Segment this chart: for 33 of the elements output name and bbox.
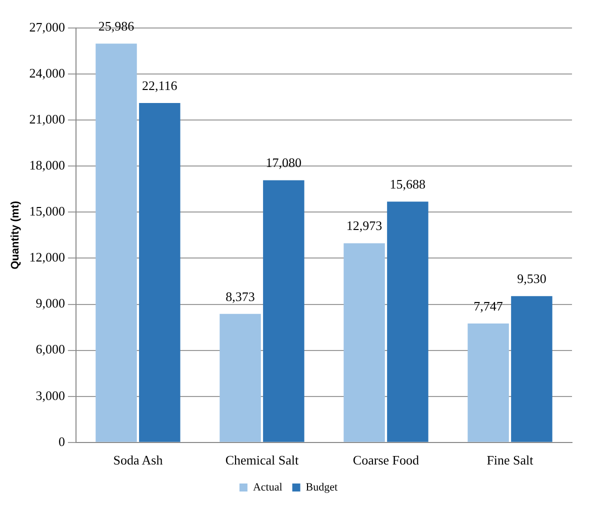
- legend-label: Budget: [306, 481, 338, 494]
- bar: [468, 324, 509, 442]
- x-tick-label: Chemical Salt: [225, 452, 299, 468]
- data-label: 12,973: [346, 218, 382, 234]
- y-tick-label: 0: [58, 434, 65, 449]
- bar: [96, 44, 137, 442]
- bar: [220, 314, 261, 442]
- y-tick-label: 3,000: [36, 388, 65, 403]
- data-label: 8,373: [226, 288, 255, 304]
- x-tick-label: Fine Salt: [486, 452, 534, 468]
- y-tick-label: 21,000: [29, 112, 65, 127]
- bar: [139, 102, 180, 442]
- data-label: 25,986: [98, 18, 135, 34]
- y-tick-label: 24,000: [29, 65, 65, 80]
- data-label: 22,116: [142, 78, 178, 93]
- legend-label: Actual: [252, 481, 282, 494]
- y-tick-label: 27,000: [29, 19, 65, 34]
- data-label: 17,080: [266, 155, 302, 170]
- data-label: 15,688: [390, 176, 426, 192]
- x-tick-label: Soda Ash: [113, 452, 164, 468]
- y-tick-label: 15,000: [29, 204, 65, 219]
- bar: [344, 243, 385, 442]
- y-tick-label: 12,000: [29, 250, 65, 265]
- bar: [387, 202, 428, 442]
- data-label: 9,530: [517, 271, 546, 286]
- y-axis-title: Quantity (mt): [10, 200, 22, 270]
- data-label: 7,747: [474, 298, 504, 314]
- y-tick-label: 9,000: [36, 296, 65, 311]
- bar: [511, 296, 552, 442]
- x-tick-label: Coarse Food: [352, 452, 420, 468]
- y-tick-label: 18,000: [29, 158, 65, 173]
- y-tick-label: 6,000: [36, 342, 65, 357]
- bar: [263, 180, 304, 442]
